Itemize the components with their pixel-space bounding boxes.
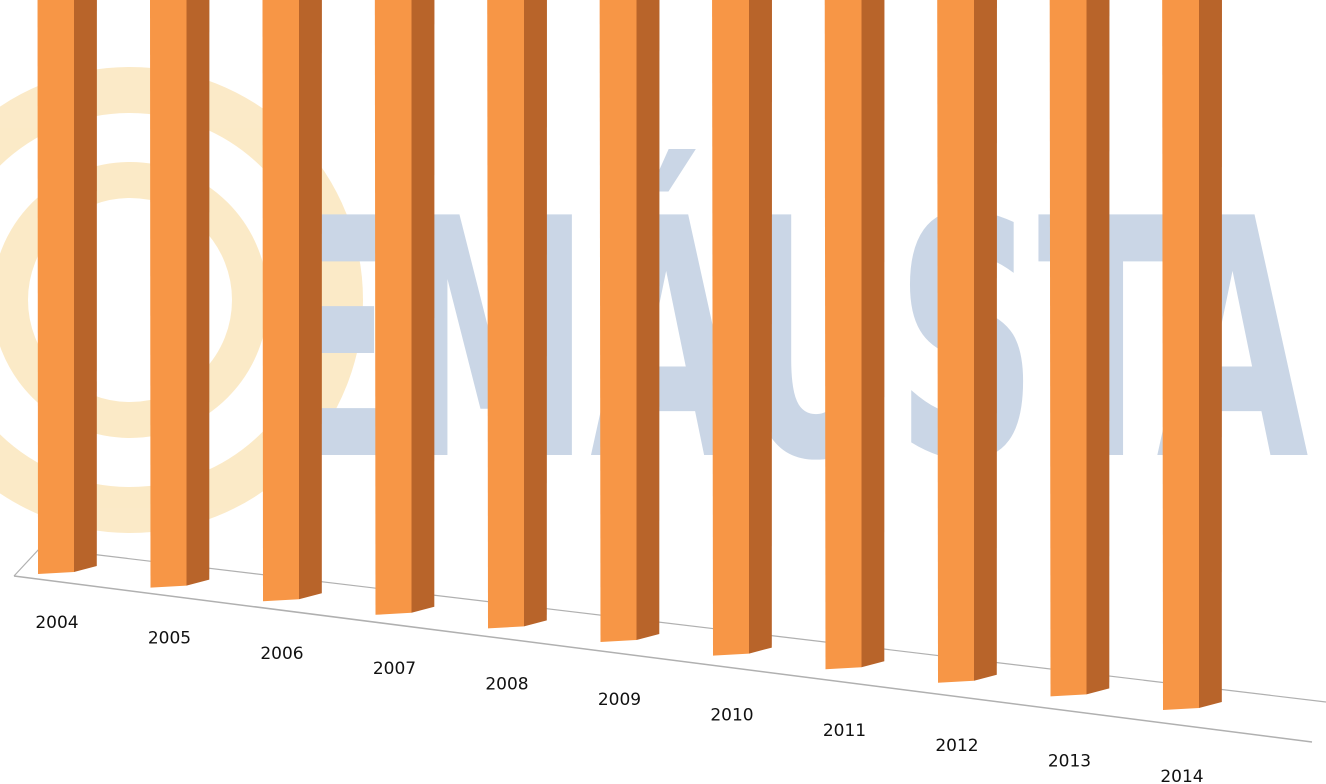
category-label-2010: 2010 [710,705,753,725]
bar-2011 [824,0,885,670]
category-label-2006: 2006 [260,644,303,664]
category-label-2008: 2008 [485,675,528,695]
bar-2008 [487,0,547,629]
bar-side-face [749,0,772,654]
bar-2006 [262,0,322,602]
category-label-2012: 2012 [935,736,978,756]
bar-2012 [937,0,997,683]
category-label-2011: 2011 [823,721,866,741]
bar-front-face [487,0,524,629]
floor-back-edge [39,547,1326,703]
category-labels: 2004 2005 2006 2007 2008 2009 2010 2011 2012 2013… [35,613,1203,784]
bar-front-face [712,0,749,656]
bar-front-face [374,0,412,615]
category-label-2007: 2007 [373,659,416,679]
bar-2004 [37,0,97,574]
bar-side-face [861,0,885,668]
bar-side-face [524,0,547,627]
bar-front-face [37,0,74,574]
bar-2010 [712,0,772,656]
bar-2007 [374,0,435,615]
bar-side-face [411,0,435,613]
bar-front-face [150,0,187,588]
watermark: EMÁUSTAR [0,67,1326,533]
bar-front-face [937,0,974,683]
bar-side-face [1199,0,1222,708]
bar-side-face [74,0,97,572]
bar-side-face [186,0,210,586]
bar-side-face [1086,0,1110,695]
category-label-2013: 2013 [1048,752,1091,772]
watermark-logo-icon [0,67,363,533]
category-label-2004: 2004 [35,613,78,633]
bar-front-face [1162,0,1199,710]
bar-side-face [299,0,322,600]
bar-side-face [974,0,997,681]
chart-floor [13,547,1326,743]
floor-front-edge [13,575,1313,743]
bars [37,0,1222,710]
category-label-2009: 2009 [598,690,641,710]
bar-front-face [1049,0,1087,697]
category-label-2014: 2014 [1160,767,1203,784]
bar-2013 [1049,0,1110,697]
bar-2014 [1162,0,1222,710]
bar-2005 [150,0,210,588]
floor-left-edge [13,547,41,577]
bar-front-face [262,0,299,602]
watermark-text: EMÁUSTAR [260,146,1326,533]
bar-side-face [636,0,660,640]
bar-2009 [599,0,660,642]
bar-front-face [824,0,862,670]
category-label-2005: 2005 [148,628,191,648]
bar-front-face [599,0,637,642]
